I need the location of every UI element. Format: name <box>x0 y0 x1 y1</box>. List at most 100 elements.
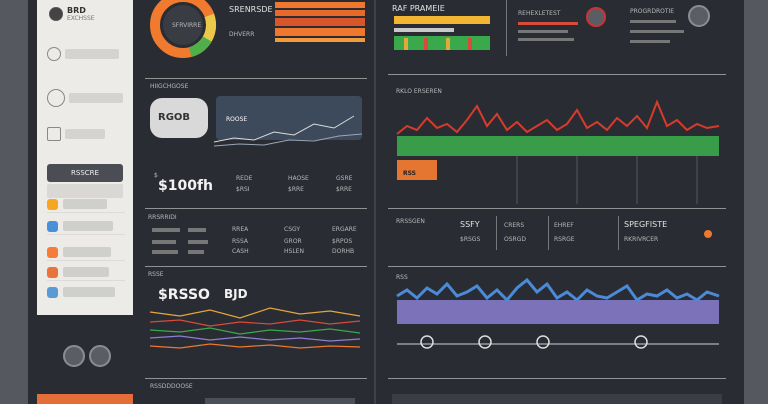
sidebar-action-button[interactable]: RSSCRE <box>47 164 123 182</box>
left-bezel <box>0 0 28 404</box>
metric-head: CRERS <box>504 222 525 229</box>
list-item-icon <box>47 198 58 210</box>
settings-icon[interactable] <box>63 345 85 367</box>
table-header: ERGARE <box>332 226 357 233</box>
sidebar-item-user[interactable] <box>47 44 125 64</box>
trend-panel: ROOSE <box>216 96 362 140</box>
table-row-placeholder <box>188 250 204 254</box>
donut-label: SFRVIRRE <box>172 22 202 29</box>
stat-value: $RRE <box>288 186 304 193</box>
top-placeholder-line <box>518 22 578 25</box>
section-rule <box>388 378 726 379</box>
header-bars <box>394 16 490 50</box>
list-item-icon <box>47 286 58 298</box>
table-row-placeholder <box>188 228 206 232</box>
kpi-title: SRENRSDE <box>229 5 273 14</box>
table-cell: $RPOS <box>332 238 353 245</box>
alert-icon[interactable] <box>586 7 606 27</box>
shield-icon <box>47 89 65 107</box>
multi-line-chart <box>149 307 361 349</box>
list-item[interactable] <box>47 244 125 261</box>
kpi-sparkbars <box>275 2 365 42</box>
stat-value: $RRE <box>336 186 352 193</box>
top-icon-label: PROGRDROTIE <box>630 8 675 15</box>
table-cell: GROR <box>284 238 302 245</box>
list-item[interactable] <box>47 264 125 281</box>
top-placeholder-line <box>630 20 676 23</box>
section-big-value-2: BJD <box>224 287 248 301</box>
sidebar-action-sub <box>47 184 123 198</box>
top-placeholder-line <box>630 30 684 33</box>
section-rule <box>145 78 367 79</box>
user-icon <box>47 47 61 61</box>
table-row-placeholder <box>152 228 180 232</box>
sidebar-accent-strip <box>37 394 133 404</box>
bottom-bar <box>392 394 722 404</box>
chart-title: RKLO ERSEREN <box>396 88 442 95</box>
stat-label: GSRE <box>336 175 353 182</box>
table-row-placeholder <box>152 240 176 244</box>
section-rule <box>145 208 367 209</box>
top-placeholder-line <box>518 30 568 33</box>
header-title: RAF PRAMEIE <box>392 4 445 13</box>
top-placeholder-line <box>630 40 670 43</box>
logo-icon <box>49 7 63 21</box>
metric-head: SSFY <box>460 220 480 229</box>
sidebar-item-leaf[interactable] <box>47 124 125 144</box>
stat-label: REDE <box>236 175 253 182</box>
donut-chart <box>150 0 216 58</box>
section-title: RSSE <box>148 271 164 278</box>
section-title: RRSRRIDI <box>148 214 177 221</box>
sidebar-subtitle: EXCHSSE <box>67 15 95 22</box>
chat-bubble <box>150 98 208 138</box>
list-item[interactable] <box>47 196 125 213</box>
chat-bubble-text: RGOB <box>158 112 191 123</box>
sidebar-header: BRD EXCHSSE <box>49 6 95 22</box>
list-item-icon <box>47 220 58 232</box>
list-item[interactable] <box>47 218 125 235</box>
header-divider <box>506 0 507 56</box>
section-title: RSSDDDOOSE <box>150 383 193 390</box>
sidebar-title: BRD <box>67 6 86 15</box>
table-separator <box>548 216 549 250</box>
table-row-placeholder <box>152 250 178 254</box>
leaf-icon <box>47 127 61 141</box>
profile-icon[interactable] <box>89 345 111 367</box>
top-icon-label: REHEXLETEST <box>518 10 561 17</box>
metric-value: $RSGS <box>460 236 481 243</box>
sidebar-item-shield[interactable] <box>47 88 125 108</box>
stat-value: $RSI <box>236 186 250 193</box>
table-row-placeholder <box>188 240 208 244</box>
sidebar: BRD EXCHSSE RSSCRE <box>37 0 133 315</box>
stat-label: HAOSE <box>288 175 309 182</box>
metric-value: OSRGD <box>504 236 526 243</box>
chart-title: RSS <box>396 274 408 281</box>
section-big-value: $RSSO <box>158 287 210 303</box>
info-icon[interactable] <box>688 5 710 27</box>
section-rule <box>388 74 726 75</box>
table-cell: DORHB <box>332 248 355 255</box>
area-bar-chart <box>396 99 720 204</box>
metric-dot <box>704 230 712 238</box>
section-rule <box>145 378 367 379</box>
section-title: HIIGCHGOSE <box>150 83 189 90</box>
metric-head: EHREF <box>554 222 574 229</box>
column-divider <box>374 0 376 404</box>
sidebar-item-bar <box>65 129 105 139</box>
spectrum-chart <box>396 277 720 349</box>
table-cell: CASH <box>232 248 249 255</box>
list-item[interactable] <box>47 284 125 300</box>
sidebar-item-bar <box>65 49 119 59</box>
metric-head: SPEGFISTE <box>624 220 668 229</box>
kpi-subtitle: DHVERR <box>229 31 255 38</box>
section-title: RRSSGEN <box>396 218 425 225</box>
bottom-bar <box>205 398 355 404</box>
section-rule <box>145 266 367 267</box>
table-header: RREA <box>232 226 249 233</box>
panel-tag: ROOSE <box>226 116 248 123</box>
right-bezel <box>744 0 768 404</box>
table-cell: RSSA <box>232 238 249 245</box>
sidebar-footer <box>37 315 133 404</box>
sidebar-item-bar <box>69 93 123 103</box>
list-item-icon <box>47 266 58 278</box>
